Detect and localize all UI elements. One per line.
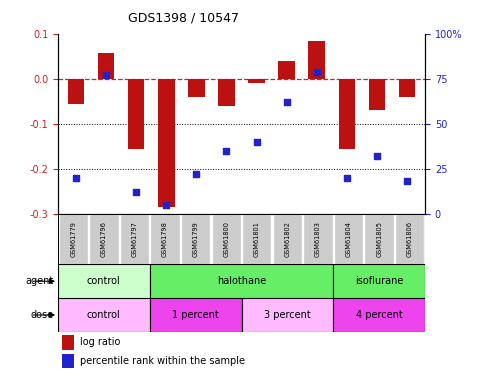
- Text: log ratio: log ratio: [80, 337, 120, 347]
- Text: percentile rank within the sample: percentile rank within the sample: [80, 356, 245, 366]
- Bar: [89, 214, 118, 264]
- Bar: [278, 61, 295, 79]
- Text: control: control: [87, 276, 121, 286]
- Bar: [369, 79, 385, 110]
- Point: [283, 99, 290, 105]
- Text: isoflurane: isoflurane: [355, 276, 403, 286]
- Bar: [62, 354, 74, 369]
- Bar: [333, 264, 425, 298]
- Bar: [58, 298, 150, 332]
- Text: GSM61801: GSM61801: [254, 221, 260, 257]
- Text: 3 percent: 3 percent: [264, 310, 311, 320]
- Bar: [273, 214, 302, 264]
- Bar: [150, 298, 242, 332]
- Bar: [150, 264, 333, 298]
- Bar: [339, 79, 355, 148]
- Text: GSM61806: GSM61806: [407, 221, 413, 257]
- Bar: [98, 53, 114, 79]
- Text: GSM61798: GSM61798: [162, 221, 168, 257]
- Text: GSM61800: GSM61800: [223, 221, 229, 257]
- Bar: [58, 264, 150, 298]
- Bar: [150, 214, 180, 264]
- Bar: [128, 79, 144, 148]
- Bar: [218, 79, 235, 106]
- Text: GSM61802: GSM61802: [284, 221, 290, 257]
- Text: 4 percent: 4 percent: [356, 310, 402, 320]
- Bar: [181, 214, 210, 264]
- Point: [313, 69, 321, 75]
- Text: GSM61804: GSM61804: [345, 221, 352, 257]
- Point: [72, 175, 80, 181]
- Bar: [58, 214, 88, 264]
- Bar: [188, 79, 205, 97]
- Bar: [242, 214, 271, 264]
- Point: [373, 153, 381, 159]
- Bar: [62, 334, 74, 350]
- Point: [403, 178, 411, 184]
- Bar: [398, 79, 415, 97]
- Text: GSM61796: GSM61796: [101, 221, 107, 257]
- Bar: [158, 79, 174, 207]
- Bar: [365, 214, 394, 264]
- Point: [132, 189, 140, 195]
- Point: [343, 175, 351, 181]
- Text: control: control: [87, 310, 121, 320]
- Bar: [395, 214, 425, 264]
- Text: GSM61803: GSM61803: [315, 221, 321, 257]
- Text: GSM61779: GSM61779: [70, 221, 76, 257]
- Bar: [303, 214, 333, 264]
- Text: halothane: halothane: [217, 276, 266, 286]
- Bar: [212, 214, 241, 264]
- Text: agent: agent: [25, 276, 53, 286]
- Bar: [242, 298, 333, 332]
- Text: GSM61797: GSM61797: [131, 221, 138, 257]
- Text: GSM61799: GSM61799: [193, 221, 199, 257]
- Bar: [333, 298, 425, 332]
- Text: dose: dose: [30, 310, 53, 320]
- Point: [102, 72, 110, 78]
- Bar: [248, 79, 265, 83]
- Bar: [334, 214, 363, 264]
- Text: GSM61805: GSM61805: [376, 221, 382, 257]
- Text: 1 percent: 1 percent: [172, 310, 219, 320]
- Point: [253, 139, 260, 145]
- Bar: [68, 79, 85, 104]
- Text: GDS1398 / 10547: GDS1398 / 10547: [128, 11, 239, 24]
- Bar: [120, 214, 149, 264]
- Point: [162, 202, 170, 208]
- Point: [223, 148, 230, 154]
- Point: [193, 171, 200, 177]
- Bar: [309, 40, 325, 79]
